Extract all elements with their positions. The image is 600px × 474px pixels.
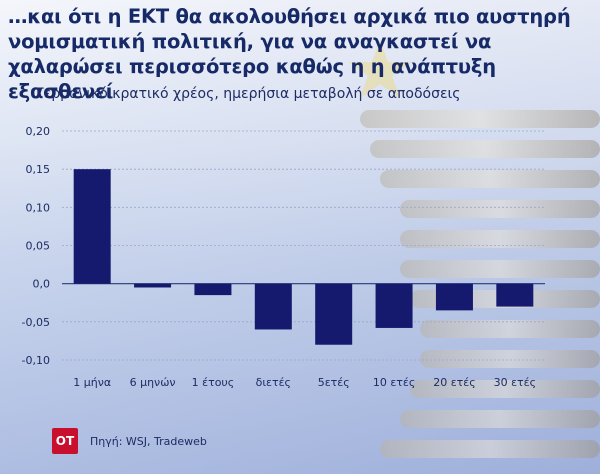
bar [496, 283, 534, 307]
x-category-label: 10 ετές [373, 376, 415, 389]
y-tick-label: 0,0 [33, 278, 51, 291]
bar [73, 169, 111, 284]
x-category-label: 1 μήνα [73, 376, 111, 389]
bars [73, 169, 534, 345]
x-category-label: 20 ετές [433, 376, 475, 389]
bar [134, 283, 172, 288]
x-category-label: 5ετές [318, 376, 350, 389]
bar [194, 283, 232, 296]
x-category-label: 30 ετές [494, 376, 536, 389]
x-category-label: 6 μηνών [130, 376, 176, 389]
x-category-label: διετές [256, 376, 291, 389]
bar [435, 283, 473, 311]
x-axis-labels: 1 μήνα 6 μηνών 1 έτους διετές 5ετές 10 ετές 20… [73, 376, 536, 389]
y-axis-ticks: 0,20 0,15 0,10 0,05 0,0 -0,05 -0,10 [22, 125, 50, 367]
bar [375, 283, 413, 328]
y-tick-label: -0,10 [22, 354, 50, 367]
chart-subtitle: Γερμανικό κρατικό χρέος, ημερήσια μεταβο… [36, 86, 461, 102]
y-tick-label: -0,05 [22, 316, 50, 329]
ot-logo: ΟΤ [52, 428, 78, 454]
footer: ΟΤ Πηγή: WSJ, Tradeweb [52, 428, 207, 454]
y-tick-label: 0,05 [26, 240, 51, 253]
x-category-label: 1 έτους [192, 376, 235, 389]
bar [315, 283, 353, 345]
y-tick-label: 0,15 [26, 163, 51, 176]
source-note: Πηγή: WSJ, Tradeweb [90, 434, 207, 448]
bar [254, 283, 292, 330]
chart-title: …και ότι η ΕΚΤ θα ακολουθήσει αρχικά πιο… [8, 5, 571, 103]
y-tick-label: 0,20 [26, 125, 51, 138]
gridlines [62, 130, 545, 361]
y-tick-label: 0,10 [26, 201, 51, 214]
